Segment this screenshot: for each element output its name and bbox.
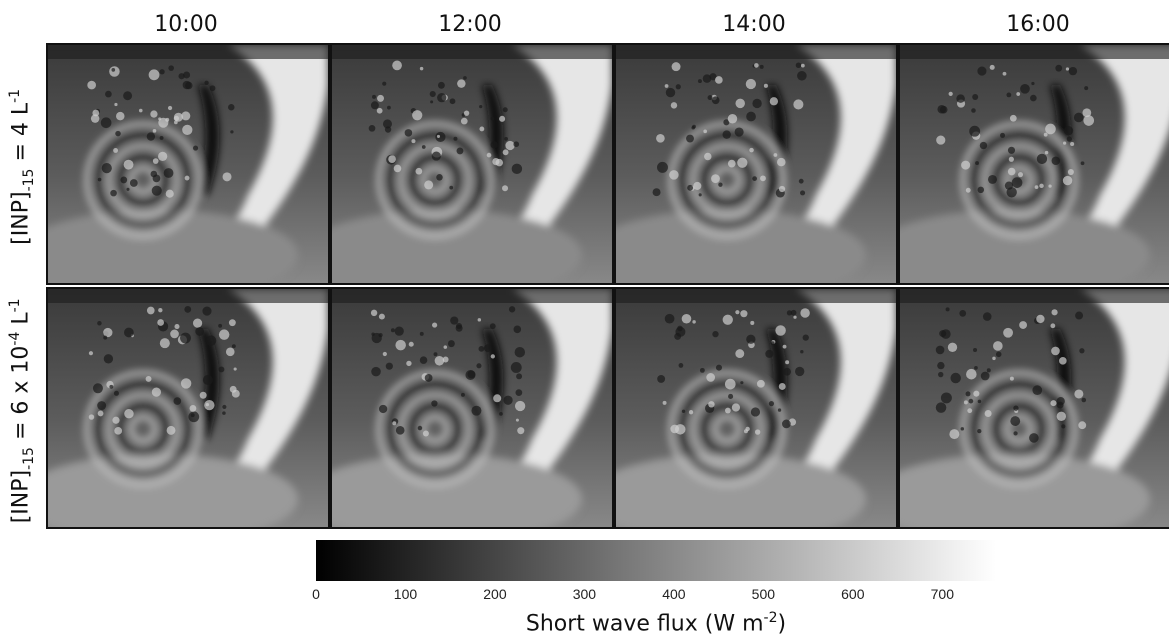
cloud-image-panel [330,287,614,529]
row-label-bottom: [INP]-15 = 6 x 10-4 L-1 [7,298,37,524]
colorbar-title: Short wave flux (W m-2) [525,610,787,637]
colorbar-tick-label: 200 [483,586,507,602]
colorbar-tick-label: 0 [312,586,320,602]
cloud-image-panel [330,43,614,285]
colorbar-tick-label: 600 [841,586,865,602]
column-title-12: 12:00 [438,12,502,37]
cloud-image-panel [46,287,330,529]
cloud-image-panel [46,43,330,285]
colorbar-tick-label: 500 [751,586,776,602]
cloud-image-panel [614,287,898,529]
cloud-image-panel [898,287,1169,529]
colorbar-tick-label: 400 [662,586,686,602]
cloud-image-panel [614,43,898,285]
colorbar-tick-label: 100 [393,586,418,602]
colorbar-tick-label: 700 [930,586,954,602]
column-title-14: 14:00 [722,12,786,37]
colorbar-gradient [316,540,996,581]
column-title-10: 10:00 [154,12,218,37]
row-label-top: [INP]-15 = 4 L-1 [7,88,37,245]
colorbar-tick-label: 300 [572,586,597,602]
cloud-image-panel [898,43,1169,285]
column-title-16: 16:00 [1006,12,1070,37]
